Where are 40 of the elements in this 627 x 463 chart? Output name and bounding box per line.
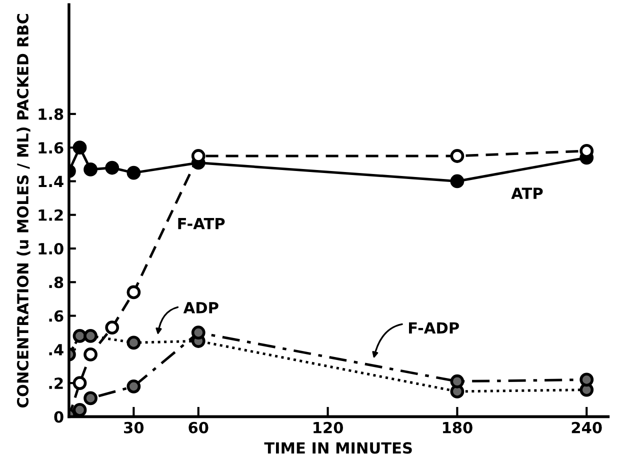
point: [126, 379, 141, 394]
y-tick-label: 1.6: [38, 142, 64, 154]
y-tick-label: 1.8: [38, 108, 64, 120]
x-tick-label: 30: [124, 422, 144, 434]
point: [105, 160, 120, 175]
y-tick-label: 0: [54, 411, 64, 423]
point: [84, 391, 98, 406]
point: [72, 329, 87, 343]
y-tick-label: 1.2: [38, 209, 63, 221]
x-tick-label: 180: [442, 422, 472, 434]
y-tick-label: 1.4: [38, 176, 64, 188]
point: [105, 320, 120, 335]
point: [580, 372, 594, 387]
point: [84, 348, 98, 362]
x-tick-label: 240: [572, 422, 602, 434]
y-tick-label: .6: [49, 310, 64, 322]
point: [450, 149, 464, 163]
point: [72, 376, 87, 390]
point: [126, 166, 141, 180]
point: [84, 329, 98, 343]
x-tick-label: 120: [314, 422, 344, 434]
y-tick-label: .4: [49, 344, 64, 356]
x-tick-label: 60: [188, 422, 208, 434]
y-tick-label: 1.0: [38, 242, 64, 255]
point: [84, 162, 98, 176]
point: [126, 285, 141, 300]
point: [126, 336, 141, 350]
series-label: ADP: [183, 302, 218, 314]
y-axis-title: CONCENTRATION (u MOLES / ML) PACKED RBC: [16, 14, 30, 408]
text: F-ADP: [409, 322, 459, 334]
point: [72, 140, 87, 155]
series-label: F-ATP: [178, 218, 225, 230]
point: [72, 403, 87, 417]
y-tick-label: .8: [49, 276, 64, 288]
y-tick-label: .2: [49, 378, 63, 389]
point: [450, 174, 464, 188]
point: [191, 326, 206, 340]
series-label: ATP: [511, 188, 543, 199]
x-axis-title: TIME IN MINUTES: [264, 442, 412, 454]
point: [450, 374, 464, 388]
